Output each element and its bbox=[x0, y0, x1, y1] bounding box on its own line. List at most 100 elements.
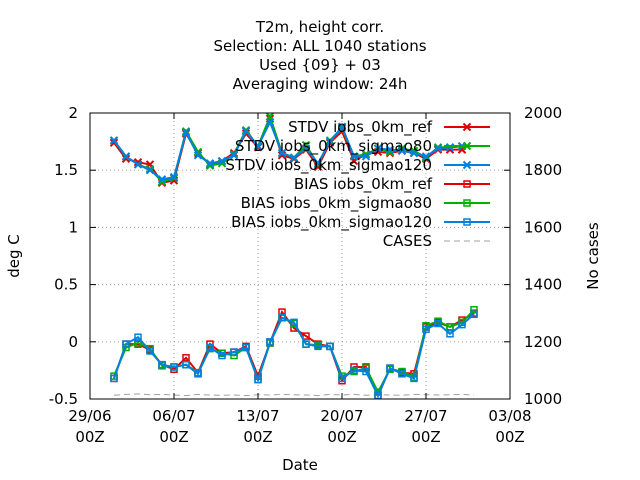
series-line bbox=[113, 393, 475, 397]
data-point bbox=[421, 152, 431, 161]
legend-label: BIAS iobs_0km_sigmao120 bbox=[231, 213, 432, 232]
series-2 bbox=[109, 117, 467, 184]
data-point bbox=[470, 306, 478, 314]
data-point bbox=[313, 159, 323, 168]
legend-swatch-marker bbox=[462, 160, 472, 170]
series-6 bbox=[113, 393, 475, 397]
data-point bbox=[302, 340, 310, 348]
x-tick-label-hour: 00Z bbox=[243, 428, 272, 446]
data-point bbox=[266, 338, 274, 346]
y-tick-label: 1.5 bbox=[54, 161, 78, 179]
y-tick-label: 0 bbox=[68, 333, 78, 351]
data-point bbox=[146, 347, 154, 355]
data-point bbox=[434, 319, 442, 328]
data-point bbox=[433, 144, 443, 153]
x-tick-label-date: 13/07 bbox=[236, 407, 279, 425]
data-point bbox=[386, 364, 394, 372]
chart-title-line-3: Used {09} + 03 bbox=[259, 56, 381, 74]
legend-label: BIAS iobs_0km_sigmao80 bbox=[241, 194, 432, 213]
series-layer bbox=[109, 112, 478, 400]
data-point bbox=[133, 160, 143, 169]
data-point bbox=[361, 152, 371, 161]
data-point bbox=[277, 148, 287, 158]
y2-tick-label: 1600 bbox=[524, 218, 562, 236]
data-point bbox=[326, 342, 334, 351]
series-5 bbox=[110, 310, 478, 400]
data-point bbox=[182, 354, 190, 362]
y2-tick-label: 1400 bbox=[524, 276, 562, 294]
x-tick-label-hour: 00Z bbox=[495, 428, 524, 446]
y2-axis-label: No cases bbox=[584, 222, 602, 290]
data-point bbox=[409, 148, 419, 158]
data-point bbox=[242, 343, 250, 352]
chart-title-line-1: T2m, height corr. bbox=[255, 18, 385, 36]
legend-label: STDV iobs_0km_sigmao80 bbox=[235, 137, 432, 156]
y-axis-label: deg C bbox=[5, 234, 23, 278]
data-point bbox=[458, 320, 466, 329]
data-point bbox=[349, 152, 359, 161]
data-point bbox=[410, 374, 418, 383]
data-point bbox=[181, 128, 191, 137]
data-point bbox=[170, 363, 178, 371]
data-point bbox=[362, 367, 370, 376]
series-line bbox=[113, 119, 463, 181]
series-line bbox=[113, 313, 475, 398]
y2-tick-label: 1800 bbox=[524, 161, 562, 179]
data-point bbox=[194, 370, 202, 378]
y2-tick-label: 1200 bbox=[524, 333, 562, 351]
data-point bbox=[325, 137, 335, 146]
x-tick-label-hour: 00Z bbox=[327, 428, 356, 446]
data-point bbox=[290, 318, 298, 327]
cases-series-layer bbox=[113, 393, 475, 397]
y-tick-label: -0.5 bbox=[49, 390, 78, 408]
plot-frame bbox=[89, 112, 511, 400]
data-point bbox=[145, 165, 155, 175]
legend-swatch-marker bbox=[462, 141, 472, 151]
legend-label: STDV iobs_0km_sigmao120 bbox=[225, 156, 432, 175]
x-tick-label-date: 27/07 bbox=[404, 407, 447, 425]
legend-label: STDV iobs_0km_ref bbox=[288, 118, 433, 137]
data-point bbox=[122, 340, 130, 348]
data-point bbox=[254, 375, 262, 384]
data-point bbox=[337, 122, 347, 131]
data-point bbox=[218, 351, 226, 360]
data-point bbox=[157, 175, 167, 184]
data-point bbox=[398, 370, 406, 378]
data-point bbox=[289, 153, 299, 162]
y-tick-label: 0.5 bbox=[54, 276, 78, 294]
axes: -0.5 0 0.5 1 1.5 2 1000 1200 1400 1600 1800 2000 29/… bbox=[49, 104, 562, 446]
data-point bbox=[301, 144, 311, 153]
legend-swatch-marker bbox=[462, 122, 472, 132]
data-point bbox=[470, 310, 478, 319]
y-tick-label: 2 bbox=[68, 104, 78, 122]
data-point bbox=[109, 136, 119, 145]
y2-tick-label: 2000 bbox=[524, 104, 562, 122]
y-tick-label: 1 bbox=[68, 218, 78, 236]
data-point bbox=[265, 117, 275, 127]
legend-swatch-marker bbox=[463, 218, 471, 226]
data-point bbox=[445, 143, 455, 152]
data-point bbox=[446, 323, 454, 331]
legend-swatch-marker bbox=[463, 199, 471, 207]
data-point bbox=[121, 152, 131, 161]
data-point bbox=[373, 144, 383, 153]
data-point bbox=[193, 151, 203, 160]
x-tick-label-date: 29/06 bbox=[68, 407, 111, 425]
data-point bbox=[302, 332, 310, 340]
legend-label: BIAS iobs_0km_ref bbox=[294, 175, 433, 194]
data-point bbox=[241, 127, 251, 136]
data-point bbox=[229, 151, 239, 160]
x-tick-label-date: 03/08 bbox=[488, 407, 531, 425]
data-point bbox=[206, 343, 214, 352]
data-point bbox=[350, 366, 358, 375]
data-point bbox=[169, 172, 179, 182]
data-point bbox=[121, 154, 131, 163]
legend-label: CASES bbox=[383, 232, 432, 250]
data-point bbox=[134, 333, 142, 341]
x-tick-label-date: 06/07 bbox=[152, 407, 195, 425]
data-point bbox=[385, 145, 395, 154]
data-point bbox=[422, 325, 430, 333]
data-point bbox=[338, 374, 346, 383]
